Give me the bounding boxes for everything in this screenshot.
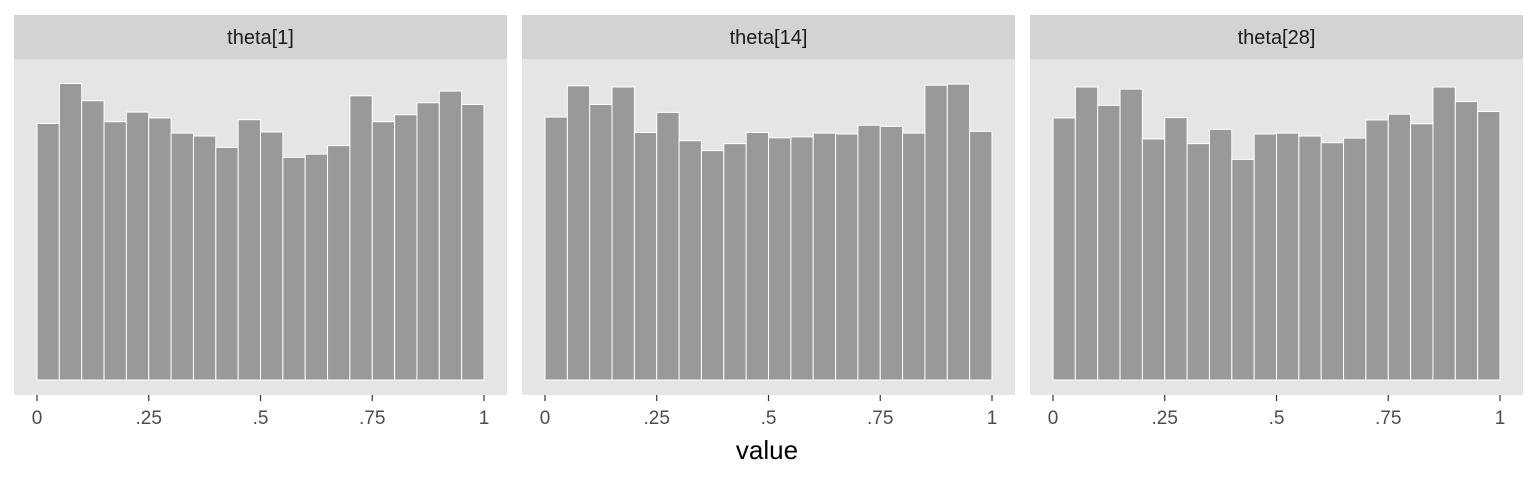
histogram-bar: [1141, 138, 1166, 381]
facet-panel: theta[1] 0 .25 .5 .75 1: [14, 15, 507, 429]
histogram-bar: [192, 135, 217, 381]
x-tick-label: .5: [1269, 408, 1285, 429]
histogram-bar: [1119, 88, 1143, 381]
facet-panel: theta[14] 0 .25 .5 .75 1: [522, 15, 1015, 429]
facet-strip: [14, 15, 507, 59]
histogram-bar: [544, 116, 568, 381]
histogram-bar: [589, 104, 613, 381]
histogram-bar: [1343, 137, 1367, 381]
facet-strip: [1030, 15, 1523, 59]
histogram-bar: [58, 83, 83, 381]
facet-panel: theta[28] 0 .25 .5 .75 1: [1030, 15, 1523, 429]
x-tick-label: 1: [987, 408, 998, 429]
histogram-bar: [170, 132, 194, 381]
x-tick-label: .25: [644, 408, 670, 429]
x-tick-label: .5: [253, 408, 269, 429]
histogram-bar: [1186, 143, 1210, 381]
histogram-bar: [879, 125, 904, 381]
histogram-bar: [1164, 117, 1188, 381]
histogram-bar: [678, 140, 702, 381]
histogram-bar: [1477, 111, 1501, 381]
histogram-bar: [969, 130, 993, 381]
histogram-bar: [438, 90, 463, 381]
histogram-bar: [394, 114, 418, 381]
histogram-bar: [260, 131, 284, 381]
x-tick-label: .25: [1152, 408, 1178, 429]
histogram-bar: [36, 122, 60, 381]
x-tick-label: .5: [761, 408, 777, 429]
x-tick-label: 1: [479, 408, 490, 429]
histogram-bar: [148, 117, 172, 381]
histogram-bar: [1253, 133, 1278, 381]
x-tick-label: .25: [136, 408, 162, 429]
x-tick-label: .75: [1375, 408, 1401, 429]
histogram-bar: [812, 132, 837, 381]
histogram-bar: [304, 153, 329, 381]
histogram-bar: [611, 86, 635, 381]
histogram-bar: [700, 150, 725, 381]
histogram-bar: [857, 124, 881, 381]
histogram-bar: [745, 132, 770, 381]
histogram-bar: [1097, 104, 1121, 381]
histogram-bar: [924, 84, 948, 381]
facet-strip-label: theta[1]: [227, 27, 294, 49]
histogram-bar: [1231, 158, 1255, 381]
x-tick-label: .75: [867, 408, 893, 429]
histogram-bar: [237, 119, 261, 381]
histogram-bar: [125, 111, 150, 381]
histogram-bar: [566, 85, 591, 381]
histogram-bar: [633, 132, 658, 381]
histogram-bar: [1052, 117, 1076, 381]
facet-strip-label: theta[14]: [730, 27, 808, 49]
histogram-bar: [723, 143, 747, 381]
histogram-bar: [349, 95, 373, 381]
x-axis-title: value: [736, 435, 798, 465]
histogram-bar: [282, 156, 306, 381]
histogram-bar: [1276, 132, 1300, 381]
x-tick-label: 0: [1048, 408, 1059, 429]
x-tick-label: 1: [1495, 408, 1506, 429]
histogram-bar: [103, 121, 127, 381]
histogram-bar: [215, 146, 239, 381]
x-tick-label: .75: [359, 408, 385, 429]
histogram-bar: [902, 132, 926, 381]
histogram-bar: [1454, 101, 1479, 381]
histogram-bar: [768, 137, 792, 381]
histogram-bar: [81, 100, 105, 381]
histogram-bar: [946, 83, 971, 381]
histogram-bar: [1074, 86, 1099, 381]
histogram-bar: [656, 111, 680, 381]
histogram-bar: [1387, 113, 1412, 381]
histogram-bar: [327, 145, 351, 381]
histogram-bar: [1365, 119, 1389, 381]
histogram-bar: [1410, 123, 1434, 381]
facet-strip-label: theta[28]: [1238, 27, 1316, 49]
histogram-bar: [416, 102, 440, 381]
histogram-bar: [790, 136, 814, 381]
histogram-bar: [461, 104, 485, 381]
histogram-bar: [1298, 135, 1322, 381]
histogram-bar: [1208, 128, 1233, 381]
histogram-bar: [371, 121, 396, 381]
x-tick-label: 0: [540, 408, 551, 429]
histogram-bar: [1320, 142, 1345, 381]
histogram-bar: [1432, 86, 1456, 381]
histogram-bar: [835, 133, 859, 381]
x-tick-label: 0: [32, 408, 43, 429]
facet-strip: [522, 15, 1015, 59]
